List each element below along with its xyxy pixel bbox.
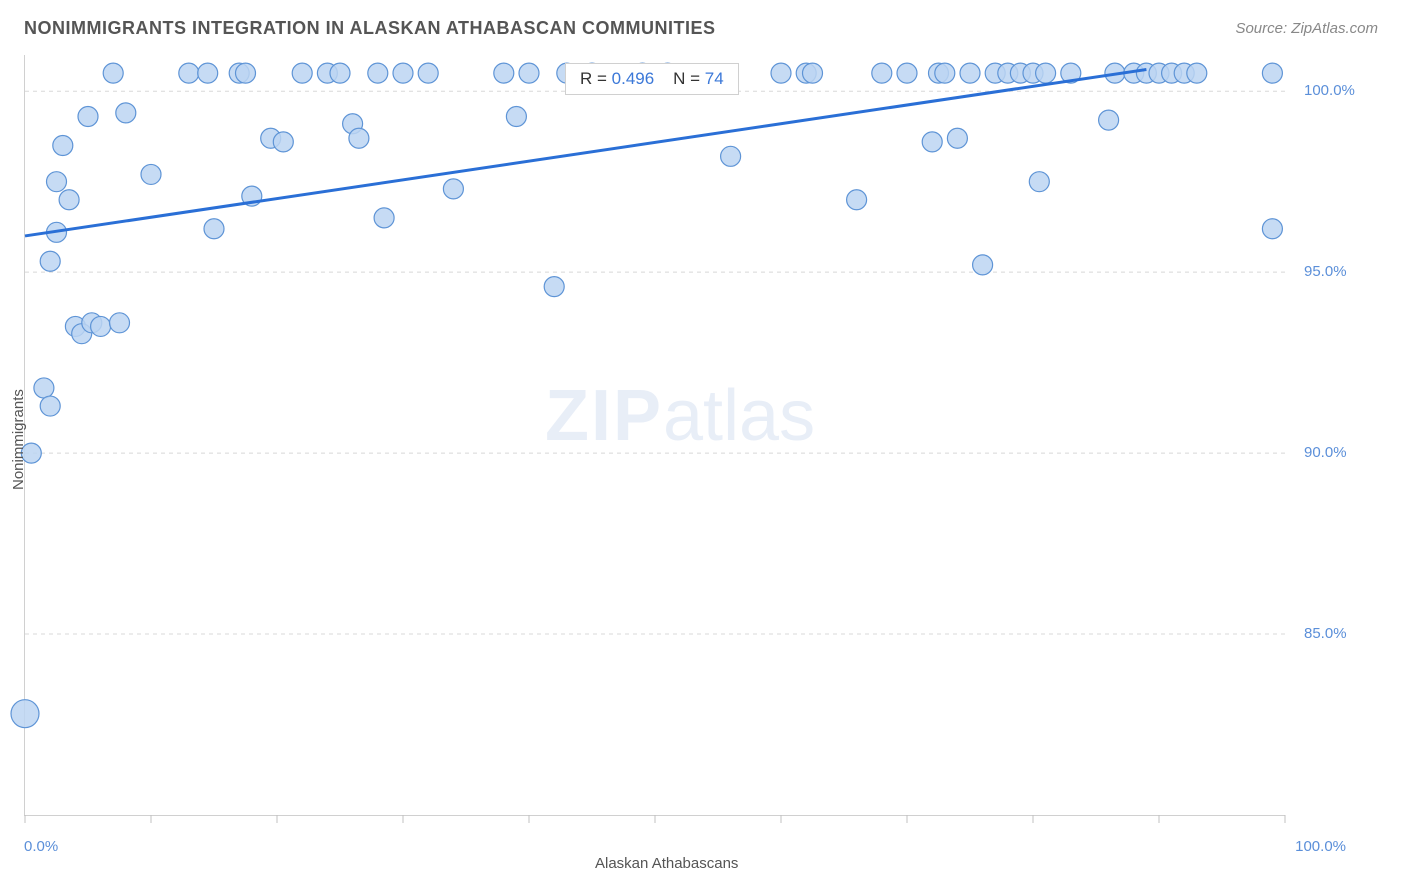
scatter-points [11,63,1282,728]
x-ticks [25,815,1285,823]
plot-area: ZIPatlas R = 0.496 N = 74 [24,55,1285,816]
n-value: 74 [705,69,724,88]
scatter-svg [25,55,1285,815]
n-label: N = [673,69,705,88]
chart-container: NONIMMIGRANTS INTEGRATION IN ALASKAN ATH… [0,0,1406,892]
x-tick-0: 0.0% [24,838,58,855]
r-label: R = [580,69,612,88]
gridlines [25,91,1285,634]
y-tick-label: 85.0% [1304,625,1347,642]
x-tick-100: 100.0% [1295,838,1346,855]
y-axis-label: Nonimmigrants [10,389,27,490]
source-label: Source: ZipAtlas.com [1235,20,1378,37]
y-tick-label: 100.0% [1304,82,1355,99]
chart-title: NONIMMIGRANTS INTEGRATION IN ALASKAN ATH… [24,18,715,39]
stats-box: R = 0.496 N = 74 [565,63,739,95]
y-tick-label: 95.0% [1304,263,1347,280]
r-value: 0.496 [612,69,655,88]
y-tick-label: 90.0% [1304,444,1347,461]
x-axis-label: Alaskan Athabascans [595,855,738,872]
